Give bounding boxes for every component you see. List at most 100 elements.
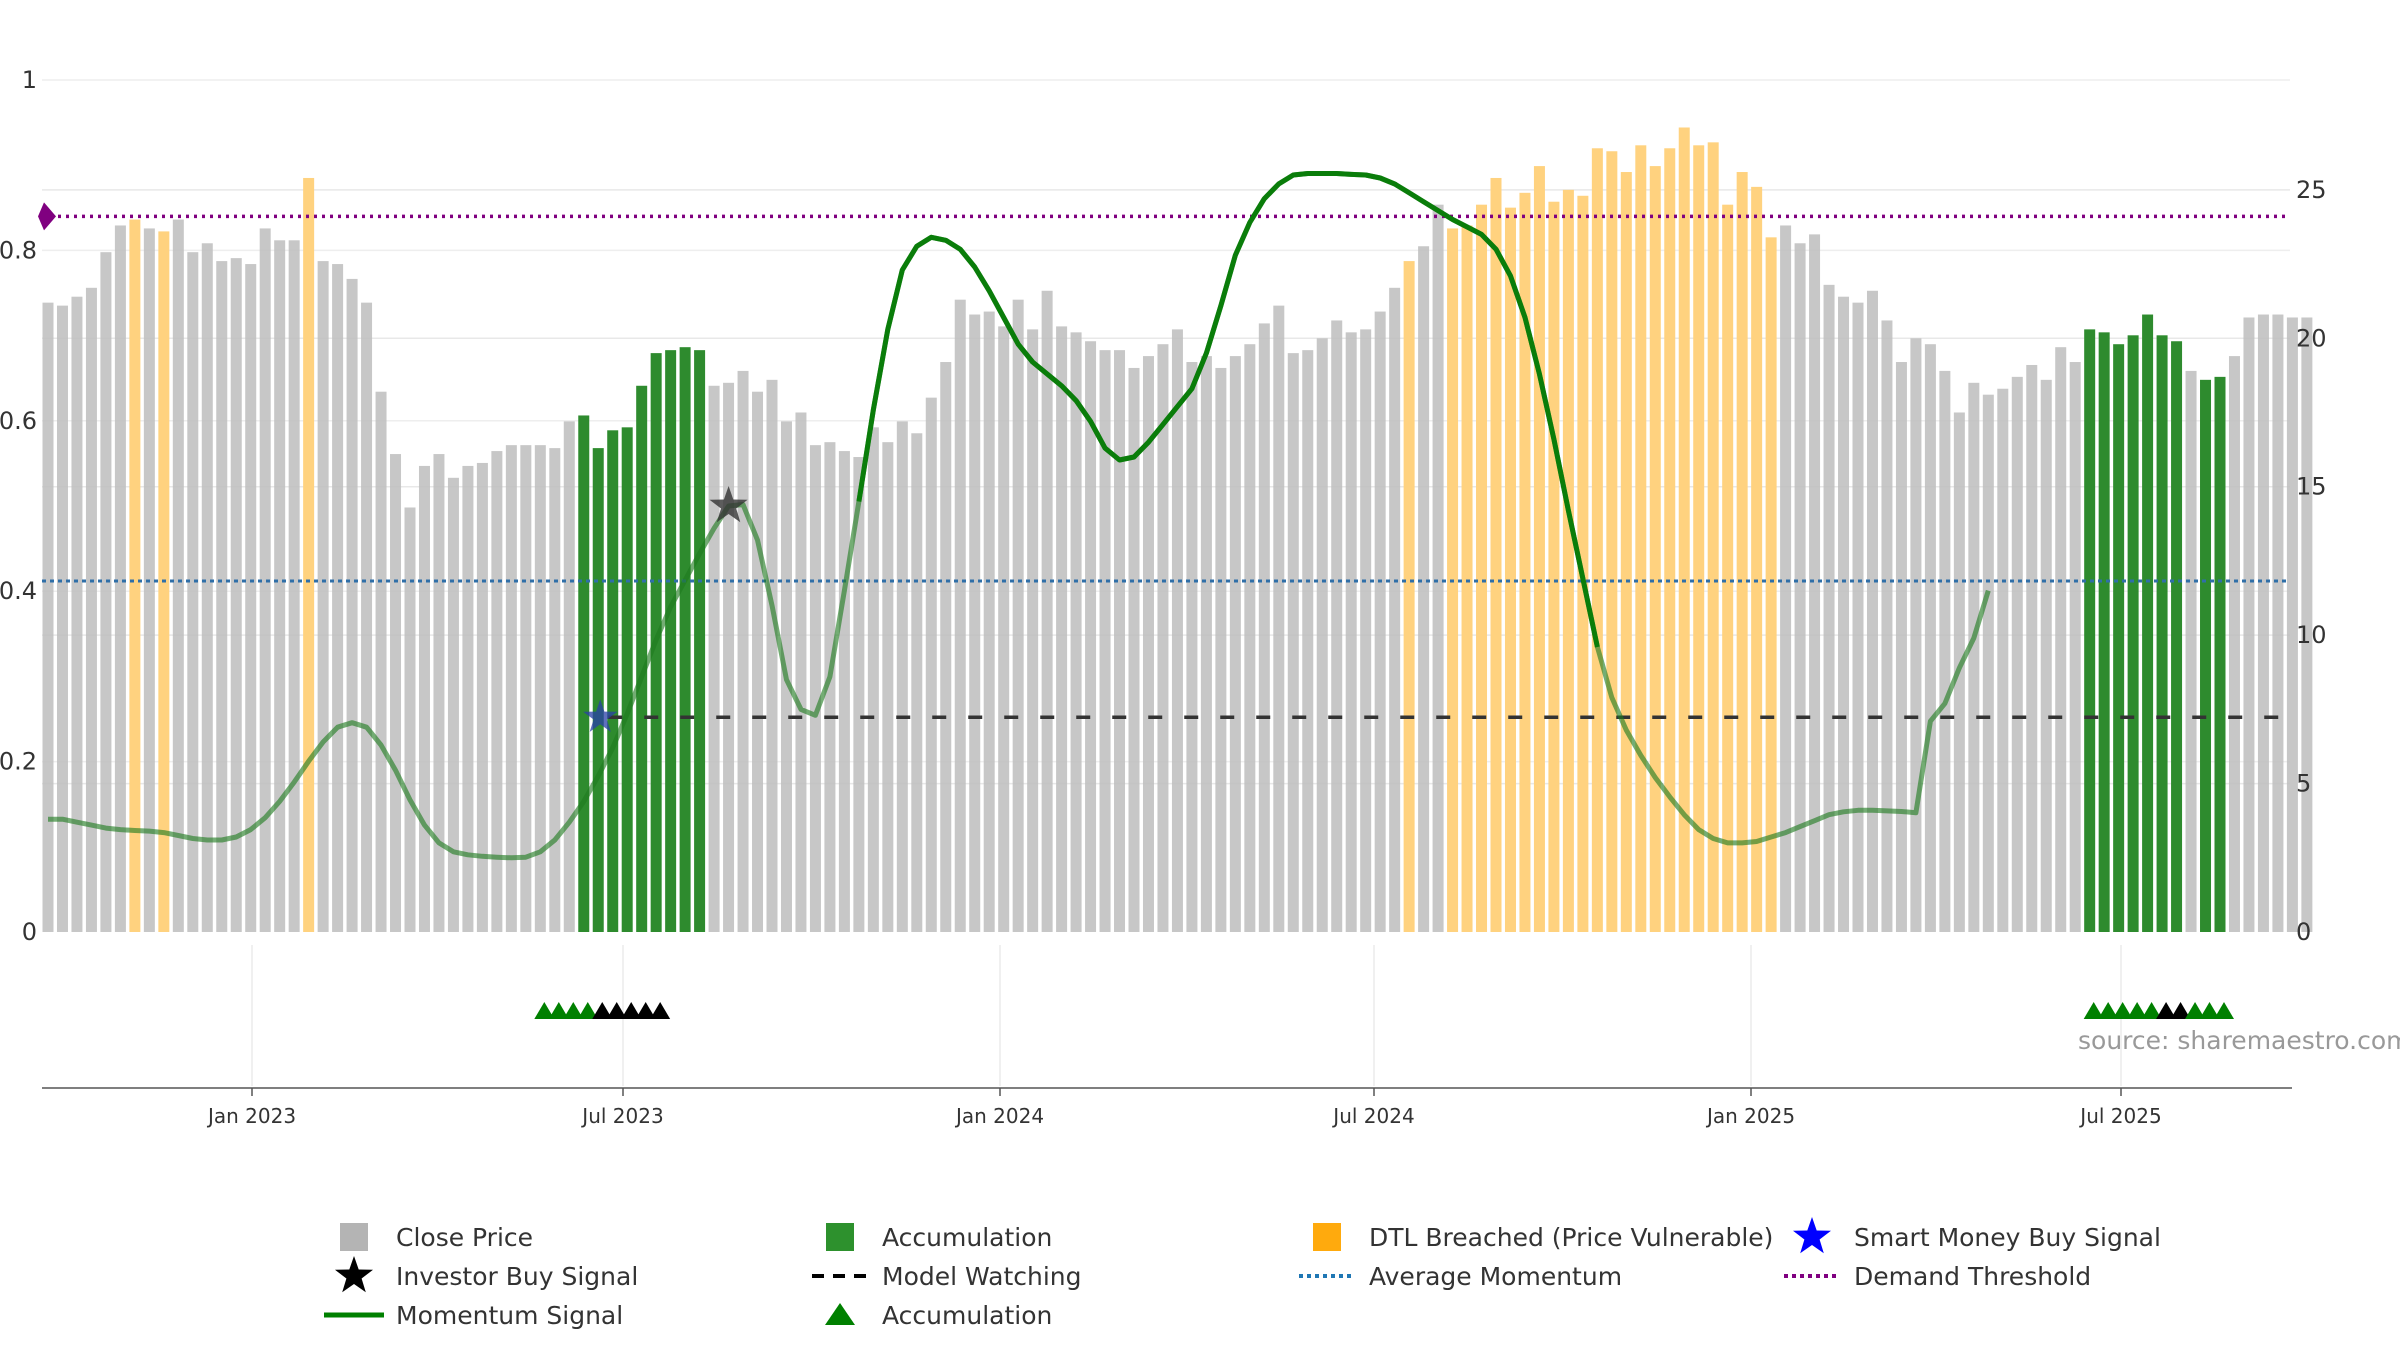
price-bar <box>1345 332 1357 933</box>
price-bar <box>462 465 474 932</box>
price-bar <box>954 299 966 932</box>
legend-label: Investor Buy Signal <box>396 1262 638 1291</box>
demand-threshold-marker <box>38 202 56 231</box>
price-bar <box>1027 329 1039 932</box>
signals <box>583 486 748 732</box>
accumulation-triangle <box>2214 1002 2234 1019</box>
price-bar <box>1693 145 1705 932</box>
price-bar <box>1461 225 1473 933</box>
smart-money-buy-signal <box>583 699 618 732</box>
price-bar <box>1142 356 1154 932</box>
price-bar <box>1997 388 2009 933</box>
price-bar <box>1939 370 1951 932</box>
legend-symbol-star <box>1793 1217 1831 1254</box>
price-bar <box>520 445 532 932</box>
price-bar <box>390 454 402 932</box>
price-bar <box>679 347 691 932</box>
price-bar <box>940 362 952 933</box>
price-bar <box>56 305 68 933</box>
price-bar <box>1476 204 1488 932</box>
price-bar <box>71 296 83 932</box>
price-bar <box>1056 326 1068 932</box>
legend-label: Demand Threshold <box>1854 1262 2091 1291</box>
price-bar <box>332 264 344 932</box>
price-bar <box>607 430 619 932</box>
price-bar <box>1678 127 1690 932</box>
accumulation-triangle <box>2127 1002 2148 1019</box>
legend-label: Close Price <box>396 1223 533 1252</box>
accumulation-triangle <box>2156 1002 2177 1019</box>
price-bar <box>1302 350 1314 932</box>
x-tick-label: Jul 2023 <box>580 1104 663 1128</box>
price-bar <box>2011 376 2023 932</box>
y-right-tick-label: 0 <box>2296 918 2311 946</box>
price-bar <box>534 445 546 932</box>
price-bar <box>2055 347 2067 932</box>
y-left-tick-label: 0.2 <box>0 748 37 776</box>
price-bar <box>1504 207 1516 933</box>
price-bar <box>621 427 633 932</box>
legend-symbol-square <box>1313 1223 1341 1251</box>
price-bar <box>2257 314 2269 932</box>
price-bar <box>2301 317 2313 932</box>
price-bar <box>737 370 749 932</box>
price-bar <box>114 225 126 933</box>
price-bar <box>1519 192 1531 933</box>
price-bar <box>636 385 648 933</box>
price-bar <box>2040 379 2052 932</box>
y-right-tick-label: 10 <box>2296 621 2327 649</box>
price-bar <box>2142 314 2154 932</box>
price-bar <box>346 278 358 933</box>
y-right-tick-label: 5 <box>2296 770 2311 798</box>
legend-symbol-star <box>335 1256 373 1293</box>
accumulation-triangle <box>2083 1002 2104 1019</box>
legend-label: Average Momentum <box>1369 1262 1622 1291</box>
price-bar <box>723 382 735 932</box>
accumulation-triangle <box>2098 1002 2119 1019</box>
price-bar <box>85 287 97 932</box>
accumulation-markers <box>534 1002 2234 1019</box>
price-bar <box>2098 332 2110 933</box>
price-bar <box>1418 246 1430 932</box>
price-bar <box>1244 344 1256 932</box>
price-bar <box>2228 356 2240 932</box>
price-bar <box>1403 261 1415 932</box>
price-bar <box>1649 166 1661 933</box>
y-left-tick-label: 0.6 <box>0 407 37 435</box>
price-bar <box>375 391 387 933</box>
price-bar <box>404 507 416 932</box>
price-bar <box>288 240 300 932</box>
accumulation-triangle <box>635 1002 656 1019</box>
price-bar <box>2286 317 2298 932</box>
price-bar <box>187 252 199 933</box>
price-bar <box>563 421 575 932</box>
legend: Close Price Accumulation DTL Breached (Pri… <box>324 1217 2161 1330</box>
accumulation-triangle <box>577 1002 598 1019</box>
price-bar <box>1331 320 1343 932</box>
price-bar <box>1041 290 1053 932</box>
price-bar <box>2127 335 2139 933</box>
price-bar <box>578 415 590 933</box>
accumulation-triangle <box>534 1002 555 1019</box>
legend-symbol-square <box>826 1223 854 1251</box>
y-right-tick-label: 20 <box>2296 324 2327 352</box>
price-bar <box>274 240 286 932</box>
x-tick-label: Jul 2024 <box>1331 1104 1414 1128</box>
legend-label: Accumulation <box>882 1301 1052 1330</box>
price-bar <box>795 412 807 932</box>
y-right-tick-label: 25 <box>2296 176 2327 204</box>
price-bar <box>1374 311 1386 932</box>
price-bar <box>1215 367 1227 932</box>
price-bar <box>766 379 778 932</box>
price-bar <box>447 477 459 932</box>
price-bar <box>1316 338 1328 932</box>
price-bar <box>259 228 271 932</box>
accumulation-triangle <box>650 1002 671 1019</box>
y-left-tick-label: 0.8 <box>0 236 37 264</box>
accumulation-triangle <box>2170 1002 2191 1019</box>
price-bar <box>752 391 764 933</box>
price-bar <box>1012 299 1024 932</box>
price-bar <box>1099 350 1111 932</box>
accumulation-triangle <box>2141 1002 2162 1019</box>
price-bar <box>1200 356 1212 932</box>
